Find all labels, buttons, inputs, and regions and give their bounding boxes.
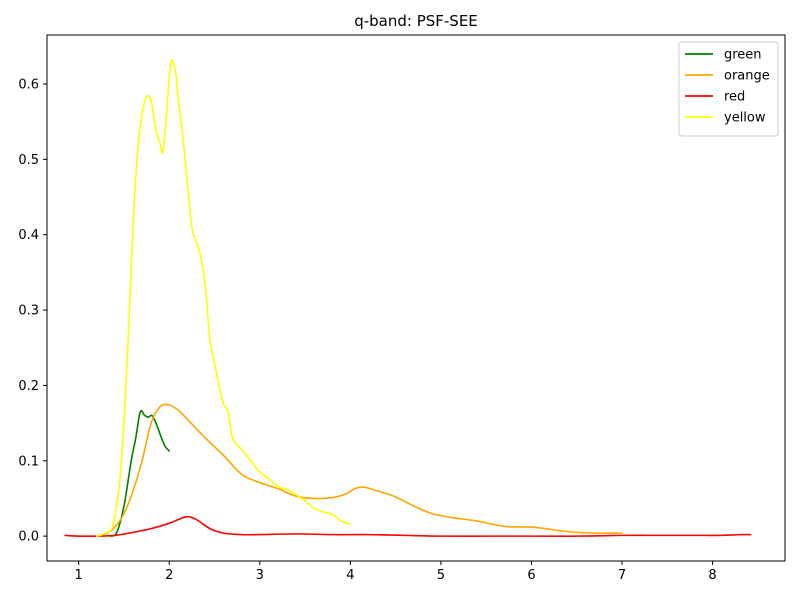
y-tick-label: 0.0	[18, 530, 39, 545]
legend-label-green: green	[724, 48, 762, 63]
y-tick-label: 0.2	[18, 379, 39, 394]
series-line-orange	[96, 403, 623, 537]
x-tick-label: 1	[75, 568, 83, 583]
x-tick-label: 7	[618, 568, 626, 583]
y-tick-label: 0.4	[18, 228, 39, 243]
legend-box	[678, 41, 779, 137]
x-tick-label: 5	[437, 568, 445, 583]
x-tick-label: 3	[256, 568, 264, 583]
plot-frame	[46, 34, 786, 562]
y-tick-label: 0.1	[18, 454, 39, 469]
x-tick-label: 2	[165, 568, 173, 583]
y-tick-label: 0.5	[18, 153, 39, 168]
legend-label-orange: orange	[724, 69, 770, 84]
x-tick-label: 6	[527, 568, 535, 583]
series-layer	[64, 59, 752, 538]
x-tick-label: 8	[708, 568, 716, 583]
x-tick-label: 4	[346, 568, 354, 583]
legend-items: green orange red yellow	[685, 48, 770, 126]
series-line-red	[64, 515, 752, 538]
legend: green orange red yellow	[678, 41, 779, 137]
plot-area	[46, 34, 786, 562]
y-tick-label: 0.3	[18, 304, 39, 319]
series-line-green	[109, 409, 171, 537]
chart-title: q-band: PSF-SEE	[354, 12, 478, 30]
x-axis: 1 2 3 4 5 6 7 8	[75, 561, 717, 583]
y-axis: 0.0 0.1 0.2 0.3 0.4 0.5 0.6	[18, 77, 47, 545]
legend-label-yellow: yellow	[724, 111, 766, 126]
series-line-yellow	[96, 59, 352, 537]
plot-background	[47, 35, 785, 561]
y-tick-label: 0.6	[18, 77, 39, 92]
legend-label-red: red	[724, 90, 745, 105]
